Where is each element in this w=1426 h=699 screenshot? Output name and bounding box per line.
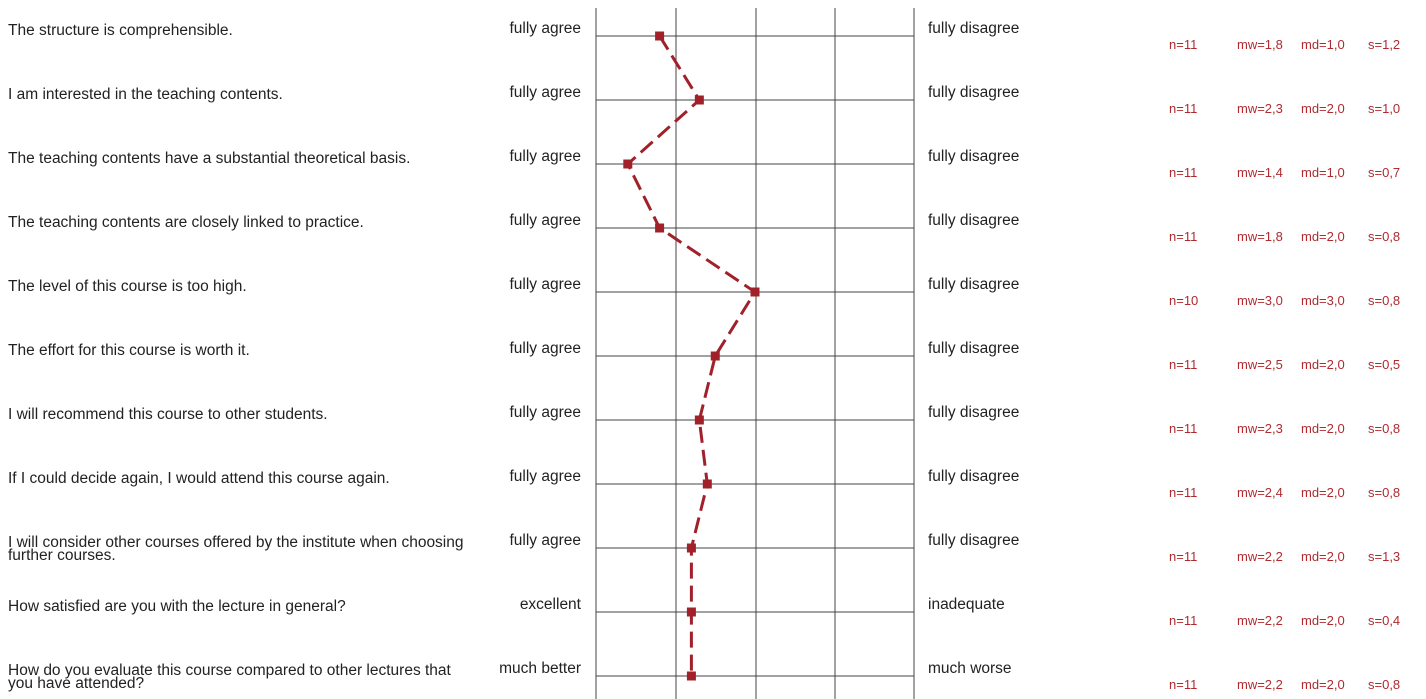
question-text: How satisfied are you with the lecture i…	[8, 598, 346, 615]
stat-std-dev: s=0,4	[1368, 613, 1401, 628]
question-text: How do you evaluate this course compared…	[8, 662, 451, 692]
data-point-marker	[694, 415, 704, 425]
scale-left-label: fully agree	[509, 468, 581, 485]
stat-median: md=1,0	[1301, 37, 1345, 52]
question-text: The structure is comprehensible.	[8, 22, 233, 39]
question-text: The effort for this course is worth it.	[8, 342, 250, 359]
stat-n: n=11	[1169, 421, 1198, 436]
stat-median: md=1,0	[1301, 165, 1345, 180]
stat-n: n=11	[1169, 37, 1198, 52]
data-point-marker	[710, 351, 720, 361]
scale-left-label: much better	[499, 660, 581, 677]
stat-n: n=11	[1169, 101, 1198, 116]
stat-median: md=2,0	[1301, 357, 1345, 372]
stat-median: md=3,0	[1301, 293, 1345, 308]
stat-median: md=2,0	[1301, 421, 1345, 436]
scale-left-label: fully agree	[509, 404, 581, 421]
scale-right-label: fully disagree	[928, 404, 1020, 421]
stat-median: md=2,0	[1301, 485, 1345, 500]
question-text: I am interested in the teaching contents…	[8, 86, 283, 103]
stat-std-dev: s=1,3	[1368, 549, 1401, 564]
scale-right-label: much worse	[928, 660, 1012, 677]
stat-std-dev: s=0,5	[1368, 357, 1401, 372]
stat-mean: mw=2,4	[1237, 485, 1283, 500]
data-point-marker	[686, 543, 696, 553]
data-point-marker	[655, 31, 665, 41]
scale-right-label: fully disagree	[928, 468, 1020, 485]
question-text: I will consider other courses offered by…	[8, 534, 464, 564]
stat-mean: mw=2,2	[1237, 677, 1283, 692]
scale-right-label: fully disagree	[928, 340, 1020, 357]
scale-left-label: fully agree	[509, 340, 581, 357]
question-text: The level of this course is too high.	[8, 278, 247, 295]
stat-median: md=2,0	[1301, 101, 1345, 116]
question-text: The teaching contents have a substantial…	[8, 150, 411, 167]
stat-mean: mw=2,5	[1237, 357, 1283, 372]
scale-left-label: fully agree	[509, 148, 581, 165]
stat-std-dev: s=0,8	[1368, 229, 1401, 244]
scale-left-label: fully agree	[509, 212, 581, 229]
stat-std-dev: s=1,0	[1368, 101, 1401, 116]
scale-right-label: fully disagree	[928, 212, 1020, 229]
stat-mean: mw=2,3	[1237, 421, 1283, 436]
stat-std-dev: s=0,8	[1368, 421, 1401, 436]
stat-mean: mw=2,2	[1237, 549, 1283, 564]
data-point-marker	[694, 95, 704, 105]
stat-std-dev: s=0,8	[1368, 677, 1401, 692]
stat-mean: mw=1,4	[1237, 165, 1283, 180]
data-point-marker	[686, 671, 696, 681]
stat-mean: mw=1,8	[1237, 37, 1283, 52]
stat-mean: mw=2,2	[1237, 613, 1283, 628]
stat-std-dev: s=0,8	[1368, 485, 1401, 500]
stat-mean: mw=1,8	[1237, 229, 1283, 244]
scale-right-label: fully disagree	[928, 532, 1020, 549]
scale-left-label: excellent	[519, 596, 581, 613]
stat-median: md=2,0	[1301, 613, 1345, 628]
question-text: The teaching contents are closely linked…	[8, 214, 364, 231]
stat-n: n=11	[1169, 357, 1198, 372]
scale-left-label: fully agree	[509, 20, 581, 37]
scale-left-label: fully agree	[509, 84, 581, 101]
stat-mean: mw=2,3	[1237, 101, 1283, 116]
data-point-marker	[686, 607, 696, 617]
stat-n: n=11	[1169, 613, 1198, 628]
stat-median: md=2,0	[1301, 677, 1345, 692]
scale-right-label: fully disagree	[928, 148, 1020, 165]
stat-n: n=11	[1169, 549, 1198, 564]
stat-std-dev: s=1,2	[1368, 37, 1401, 52]
stat-n: n=11	[1169, 485, 1198, 500]
scale-right-label: fully disagree	[928, 276, 1020, 293]
data-point-marker	[750, 287, 760, 297]
stat-n: n=11	[1169, 677, 1198, 692]
stat-std-dev: s=0,7	[1368, 165, 1401, 180]
scale-right-label: inadequate	[928, 596, 1005, 613]
stat-mean: mw=3,0	[1237, 293, 1283, 308]
stat-n: n=11	[1169, 229, 1198, 244]
profile-line	[625, 35, 758, 676]
stat-median: md=2,0	[1301, 229, 1345, 244]
scale-left-label: fully agree	[509, 276, 581, 293]
stat-n: n=10	[1169, 293, 1199, 308]
scale-right-label: fully disagree	[928, 84, 1020, 101]
data-point-marker	[623, 159, 633, 169]
stat-median: md=2,0	[1301, 549, 1345, 564]
data-point-marker	[655, 223, 665, 233]
data-point-marker	[702, 479, 712, 489]
stat-std-dev: s=0,8	[1368, 293, 1401, 308]
stat-n: n=11	[1169, 165, 1198, 180]
question-text: If I could decide again, I would attend …	[8, 470, 390, 487]
question-text: I will recommend this course to other st…	[8, 406, 328, 423]
scale-left-label: fully agree	[509, 532, 581, 549]
scale-right-label: fully disagree	[928, 20, 1020, 37]
